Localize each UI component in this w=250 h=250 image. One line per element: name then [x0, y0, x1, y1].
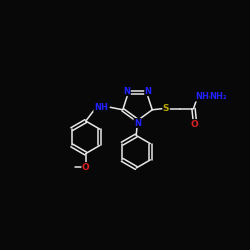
- Text: N: N: [124, 87, 130, 96]
- Text: N: N: [134, 118, 141, 128]
- Text: NH₂: NH₂: [210, 92, 227, 101]
- Text: O: O: [191, 120, 198, 128]
- Text: NH: NH: [195, 92, 209, 101]
- Text: NH: NH: [94, 103, 108, 112]
- Text: N: N: [144, 87, 152, 96]
- Text: O: O: [82, 162, 90, 172]
- Text: S: S: [163, 104, 169, 113]
